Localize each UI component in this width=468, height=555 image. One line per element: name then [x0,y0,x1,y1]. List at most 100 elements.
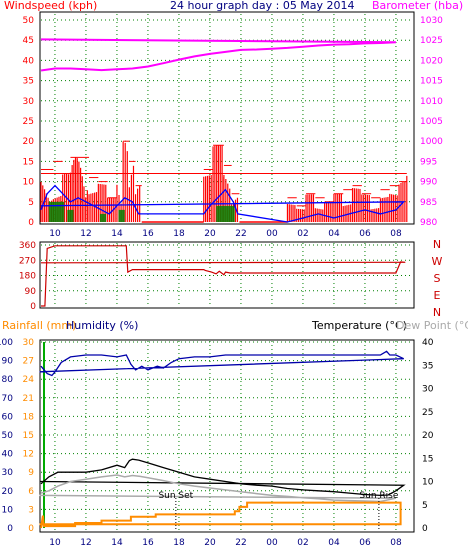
barometer-tick: 1015 [420,77,443,87]
chart-title: 24 hour graph day : 05 May 2014 [170,0,355,12]
humidity-tick: 10 [2,505,14,515]
windspeed-tick: 30 [23,97,35,107]
windspeed-tick: 50 [23,16,35,26]
rain-x-tick: 10 [49,538,61,548]
rain-x-tick: 02 [297,538,308,548]
humidity-tick: 50 [2,431,14,441]
humidity-tick: 80 [2,375,14,385]
temperature-tick: 35 [422,361,433,371]
humidity-tick: 60 [2,412,14,422]
temperature-tick: 5 [422,501,428,511]
humidity-line [39,350,404,377]
humidity-tick: 40 [2,450,14,460]
rain-x-tick: 08 [390,538,402,548]
windspeed-tick: 15 [23,157,34,167]
rain-panel-frame [39,339,415,533]
wind-green-fill [67,209,74,222]
rainfall-tick: 6 [28,487,34,497]
dir-tick: 360 [19,241,36,251]
wind-x-tick: 18 [173,229,185,239]
temperature-line [39,458,406,497]
compass-label: N [433,306,441,319]
rain-x-tick: 12 [80,538,91,548]
humidity-tick: 30 [2,468,14,478]
rain-x-tick: 14 [111,538,123,548]
windspeed-tick: 35 [23,77,34,87]
wind-x-tick: 08 [390,229,402,239]
wind-x-tick: 00 [266,229,278,239]
windspeed-label: Windspeed (kph) [4,0,97,12]
dir-tick: 270 [19,256,36,266]
wind-direction-line [40,245,406,307]
wind-green-fill [99,213,107,222]
wind-green-fill [216,205,235,222]
wind-x-tick: 06 [359,229,371,239]
sun-annotation: Sun Set [158,491,193,501]
rainfall-tick: 0 [28,524,34,534]
temperature-tick: 40 [422,338,434,348]
rain-x-tick: 22 [235,538,246,548]
wind-x-tick: 04 [328,229,340,239]
wind-x-tick: 10 [49,229,61,239]
compass-label: W [432,255,443,268]
rainfall-tick: 27 [23,357,34,367]
sun-annotation: Sun Rise [359,491,398,501]
windspeed-tick: 40 [23,56,35,66]
rainfall-tick: 30 [23,338,35,348]
compass-label: E [434,289,441,302]
rain-x-tick: 00 [266,538,278,548]
barometer-tick: 985 [420,198,437,208]
barometer-line [40,38,396,72]
rain-x-tick: 20 [204,538,216,548]
wind-green-fill [118,209,125,222]
wind-panel-frame [39,11,415,225]
barometer-tick: 1000 [420,137,443,147]
windspeed-tick: 20 [23,137,35,147]
temperature-label: Temperature (°C) [311,319,407,332]
rainfall-tick: 18 [23,412,35,422]
windspeed-tick: 10 [23,178,35,188]
barometer-tick: 1005 [420,117,443,127]
barometer-tick: 1020 [420,56,443,66]
barometer-tick: 995 [420,157,437,167]
humidity-tick: 70 [2,394,14,404]
windspeed-tick: 25 [23,117,34,127]
dir-tick: 0 [30,302,36,312]
avg-wind-line [40,184,406,223]
wind-x-tick: 20 [204,229,216,239]
temperature-tick: 10 [422,478,434,488]
temperature-tick: 15 [422,454,433,464]
wind-x-tick: 02 [297,229,308,239]
rainfall-tick: 21 [23,394,34,404]
temperature-tick: 20 [422,431,434,441]
humidity-tick: 90 [2,357,14,367]
rainfall-tick: 24 [23,375,35,385]
rainfall-tick: 9 [28,468,34,478]
wind-x-tick: 22 [235,229,246,239]
barometer-tick: 1010 [420,97,443,107]
temperature-tick: 0 [422,524,428,534]
rain-x-tick: 06 [359,538,371,548]
rain-x-tick: 18 [173,538,185,548]
dewpoint-line [39,474,397,503]
temperature-tick: 30 [422,385,434,395]
barometer-tick: 1025 [420,36,443,46]
windspeed-tick: 0 [28,218,34,228]
temperature-tick: 25 [422,408,433,418]
humidity-tick: 0 [7,524,13,534]
rain-x-tick: 16 [142,538,154,548]
rainfall-line [39,501,402,529]
rainfall-tick: 3 [28,505,34,515]
dir-tick: 180 [19,272,36,282]
humidity-label: Humidity (%) [66,319,138,332]
humidity-tick: 100 [0,338,13,348]
compass-label: N [433,238,441,251]
dewpoint-label: Dew Point (°C) [396,319,468,332]
wind-x-tick: 14 [111,229,123,239]
barometer-tick: 990 [420,178,437,188]
dir-panel-frame [39,241,415,309]
rain-x-tick: 04 [328,538,340,548]
humidity-tick: 20 [2,487,14,497]
barometer-tick: 1030 [420,16,443,26]
